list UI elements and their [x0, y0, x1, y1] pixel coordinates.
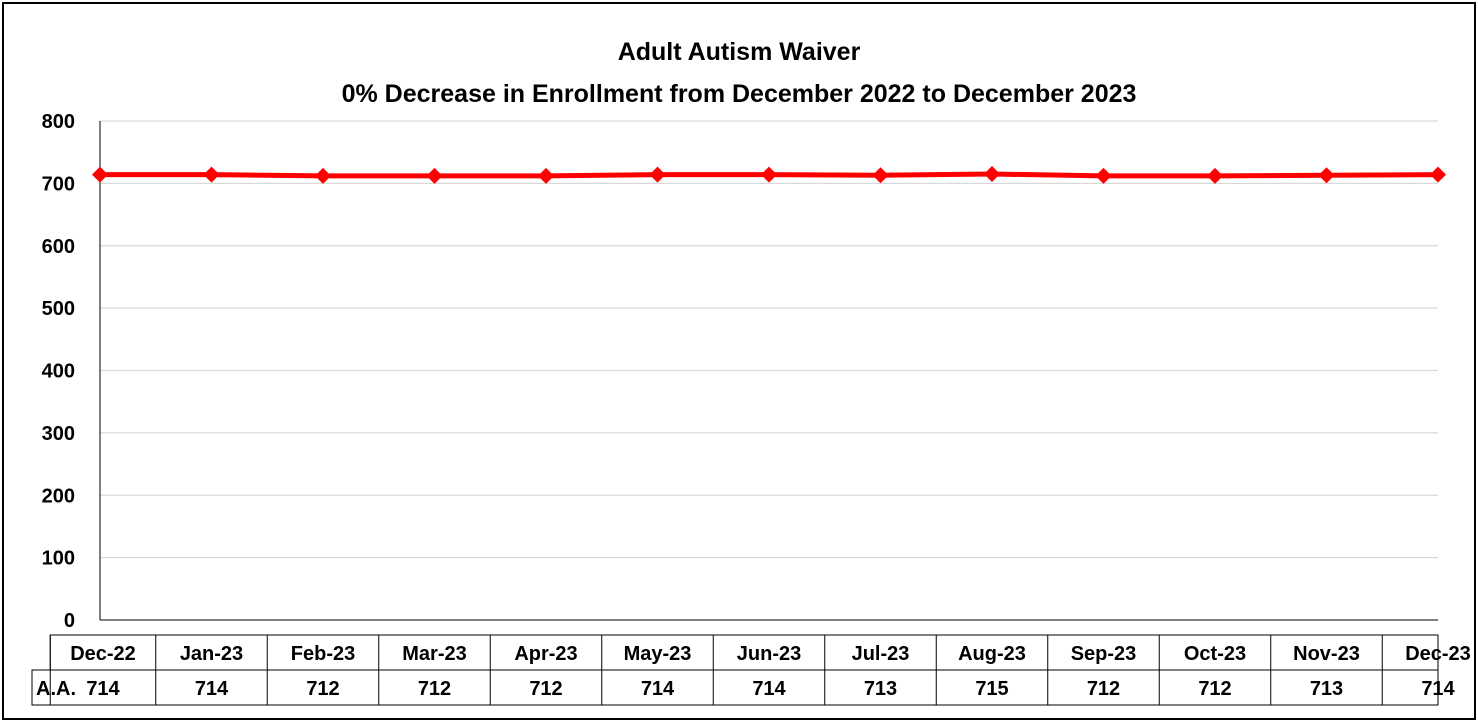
series-plot [92, 166, 1446, 184]
y-tick-label: 800 [42, 111, 75, 133]
data-point-marker [92, 166, 108, 183]
data-table: Dec-22 Jan-23 Feb-23 Mar-23 Apr-23 May-23 Jun-… [31, 634, 1471, 706]
y-tick-label: 500 [42, 298, 75, 320]
y-tick-label: 200 [42, 485, 75, 507]
table-value-cell: 712 [418, 678, 451, 700]
x-category-label: Jul-23 [852, 643, 910, 665]
gridlines [100, 120, 1438, 559]
y-tick-label: 100 [42, 548, 75, 570]
x-category-label: Sep-23 [1071, 643, 1137, 665]
data-point-marker [426, 167, 443, 184]
x-category-label: Oct-23 [1184, 643, 1246, 665]
x-category-label: Aug-23 [958, 643, 1026, 665]
data-point-marker [984, 166, 1000, 183]
axes [99, 121, 1438, 621]
y-tick-label: 700 [42, 173, 75, 195]
table-value-cell: 714 [1421, 678, 1455, 700]
table-value-cell: 712 [306, 678, 339, 700]
x-category-label: Jan-23 [180, 643, 243, 665]
chart-subtitle: 0% Decrease in Enrollment from December … [341, 80, 1137, 108]
y-axis-ticks: 0 100 200 300 400 500 600 700 800 [42, 111, 75, 632]
x-category-label: Feb-23 [291, 643, 355, 665]
table-value-cell: 713 [1310, 678, 1343, 700]
x-category-label: May-23 [624, 643, 692, 665]
x-category-label: Mar-23 [402, 643, 466, 665]
y-tick-label: 0 [64, 610, 75, 632]
data-point-marker [1207, 167, 1223, 184]
data-point-marker [761, 166, 777, 183]
y-tick-label: 600 [42, 236, 75, 258]
table-series-label: A.A. [36, 678, 76, 700]
table-value-cell: 713 [864, 678, 897, 700]
table-value-cell: 714 [641, 678, 675, 700]
table-value-cell: 714 [752, 678, 786, 700]
x-category-label: Apr-23 [514, 643, 577, 665]
data-point-marker [1095, 167, 1112, 184]
chart-title: Adult Autism Waiver [617, 38, 861, 66]
table-value-cell: 712 [1087, 678, 1120, 700]
data-point-marker [538, 167, 554, 184]
x-category-label: Nov-23 [1293, 643, 1360, 665]
y-tick-label: 300 [42, 423, 75, 445]
table-value-cell: 714 [195, 678, 229, 700]
y-tick-label: 400 [42, 361, 75, 383]
data-point-marker [315, 167, 331, 184]
data-point-marker [1318, 167, 1335, 184]
x-category-label: Jun-23 [737, 643, 801, 665]
table-value-cell: 715 [975, 678, 1008, 700]
data-point-marker [203, 166, 220, 183]
data-point-marker [872, 167, 889, 184]
table-value-cell: 712 [1198, 678, 1231, 700]
table-value-cell: 714 [86, 678, 120, 700]
data-point-marker [649, 166, 666, 183]
x-category-label: Dec-23 [1405, 643, 1471, 665]
table-value-row [31, 669, 1439, 706]
table-value-cell: 712 [529, 678, 562, 700]
x-category-label: Dec-22 [70, 643, 136, 665]
data-point-marker [1430, 166, 1446, 183]
